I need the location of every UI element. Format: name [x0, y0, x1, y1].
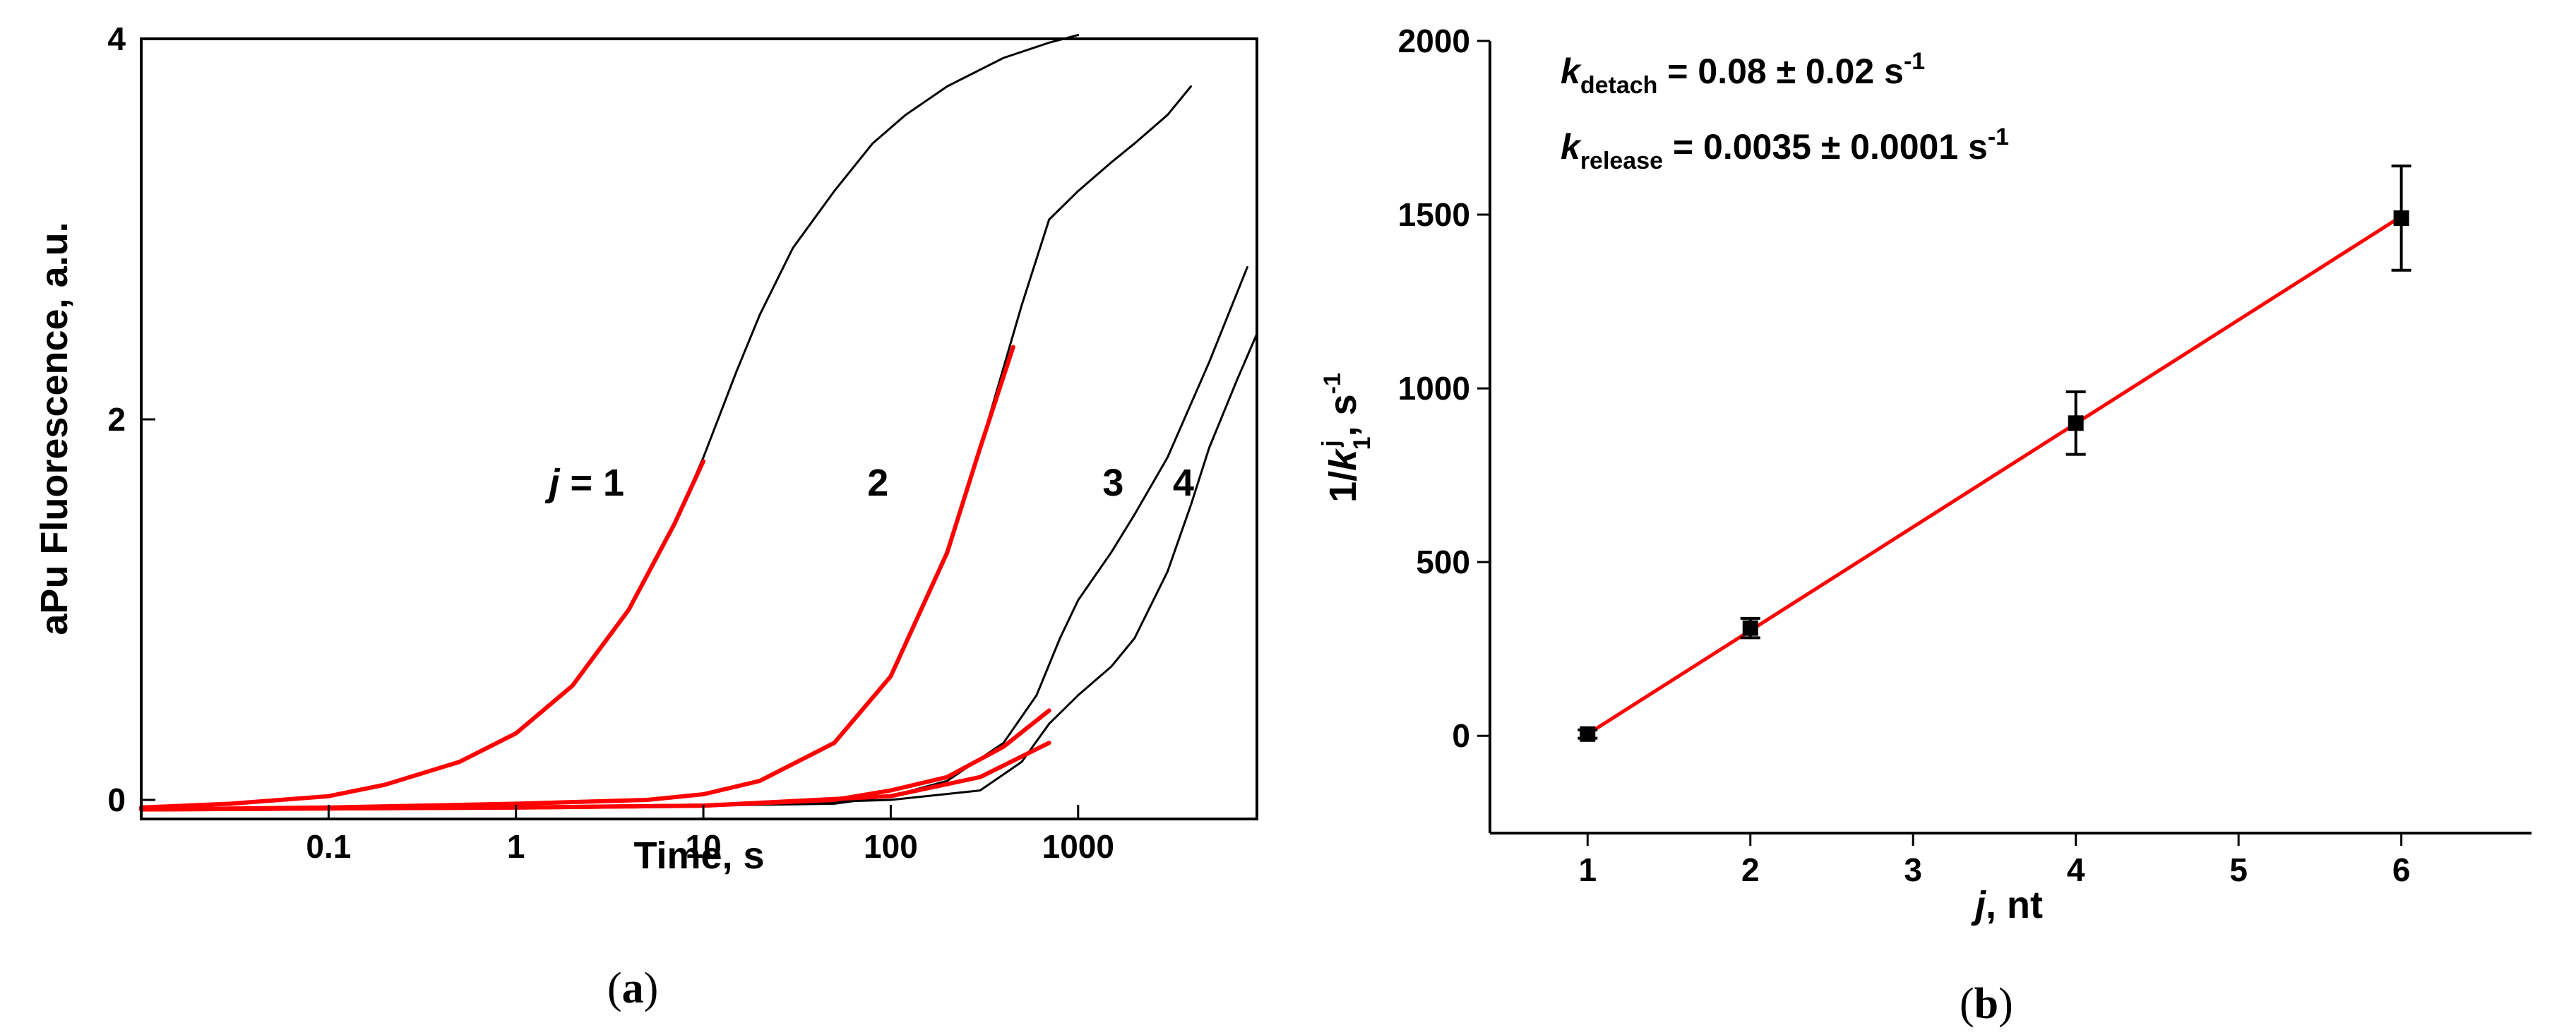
panel-a-x-tick-label: 1	[507, 828, 525, 865]
panel-a-series-annotation: 2	[867, 462, 888, 504]
panel-a-series-annotation: 3	[1102, 462, 1123, 504]
panel-a-series-fit-4	[139, 741, 1051, 812]
panel-b-y-tick-label: 2000	[1398, 23, 1470, 59]
panel-b-x-tick-label: 2	[1741, 851, 1760, 888]
panel-a-annotations: j = 1 2 3 4	[544, 462, 1193, 504]
panel-b-x-tick-label: 1	[1578, 851, 1597, 888]
panel-b-y-tick-label: 0	[1452, 717, 1470, 754]
panel-b-x-axis-title: j, nt	[1971, 884, 2043, 926]
panel-b-ticks: 1 2 3 4 5 6 0 500 1000 1500 2000	[1398, 23, 2411, 888]
panel-a-x-tick-label: 10	[685, 828, 721, 865]
panel-b-y-tick-label: 1500	[1398, 196, 1470, 233]
panel-b-data-point	[1742, 620, 1758, 636]
panel-a-ticks: 0.1 1 10 100 1000 0 2 4	[107, 20, 1114, 865]
panel-b-y-axis-title: 1/kj 1, s-1	[1318, 373, 1376, 503]
panel-b-label: (b)	[1960, 980, 2013, 1028]
panel-b-data-point	[1580, 726, 1596, 742]
panel-b-annotation-release: krelease = 0.0035 ± 0.0001 s-1	[1561, 124, 2009, 174]
panel-b: 1 2 3 4 5 6 0 500 1000 1500 2000 kdetach = 0.08 ± …	[1318, 23, 2532, 1028]
panel-b-data-point	[2393, 210, 2409, 226]
panel-a-frame	[140, 37, 1258, 820]
panel-b-x-tick-label: 3	[1904, 851, 1922, 888]
panel-a-x-tick-label: 1000	[1042, 828, 1114, 865]
panel-a-series-fit-1	[139, 459, 706, 810]
panel-b-annotation-detach: kdetach = 0.08 ± 0.02 s-1	[1561, 48, 1925, 99]
panel-a-y-tick-label: 0	[107, 782, 126, 818]
panel-b-x-tick-label: 5	[2229, 851, 2248, 888]
panel-a-x-tick-label: 100	[864, 828, 918, 865]
panel-b-y-tick-label: 1000	[1398, 370, 1470, 407]
panel-b-y-tick-label: 500	[1416, 544, 1470, 580]
panel-a-series	[139, 34, 1258, 812]
panel-a-series-annotation: j = 1	[544, 462, 624, 504]
panel-b-x-tick-label: 6	[2392, 851, 2411, 888]
panel-a: 0.1 1 10 100 1000 0 2 4 j = 1 2 3 4 Time, s aPu Fl…	[33, 20, 1258, 1012]
panel-a-x-axis-title: Time, s	[633, 834, 764, 877]
panel-a-y-axis-title: aPu Fluorescence, a.u.	[33, 222, 76, 635]
panel-a-y-tick-label: 4	[107, 20, 126, 57]
panel-a-series-fit-2	[139, 345, 1015, 812]
panel-b-points	[1578, 164, 2411, 742]
panel-a-series-annotation: 4	[1173, 462, 1194, 504]
panel-a-x-tick-label: 0.1	[306, 828, 351, 865]
panel-b-fit-line	[1586, 215, 2402, 736]
panel-b-x-tick-label: 4	[2067, 851, 2085, 888]
panel-a-y-tick-label: 2	[107, 401, 126, 438]
panel-b-fit	[1586, 215, 2402, 736]
panel-a-label: (a)	[607, 964, 658, 1012]
panel-b-data-point	[2068, 415, 2084, 431]
